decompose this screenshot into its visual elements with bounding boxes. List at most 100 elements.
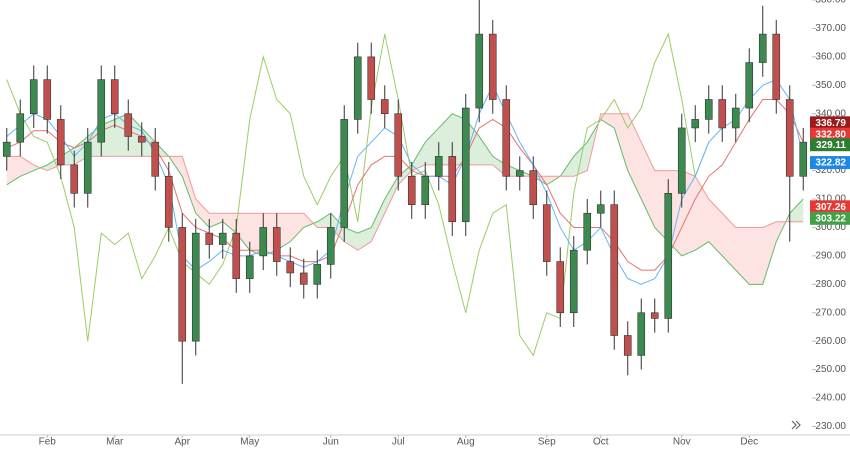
candle-body: [461, 107, 470, 223]
x-tick-label: Apr: [174, 437, 190, 448]
price-label: 307.26: [815, 202, 846, 213]
candle-body: [340, 119, 349, 228]
cloud-fill: [425, 127, 439, 165]
candle-body: [731, 107, 740, 129]
candle-body: [583, 212, 592, 251]
y-tick-label: 360.00: [815, 52, 846, 63]
candle-body: [164, 175, 173, 228]
candle-body: [785, 99, 794, 177]
price-label-box: [810, 138, 850, 152]
price-label-box: [810, 200, 850, 214]
y-tick-label: 270.00: [815, 307, 846, 318]
cloud-fill: [749, 227, 763, 285]
candle-body: [475, 33, 484, 109]
candle-body: [529, 170, 538, 206]
x-tick-label: Feb: [39, 437, 57, 448]
price-label-box: [810, 116, 850, 130]
cloud-fill: [627, 113, 642, 200]
candle-body: [677, 127, 686, 194]
y-tick-label: 340.00: [815, 108, 846, 119]
cloud-fill: [600, 113, 615, 128]
candle-body: [178, 227, 187, 342]
indicator-line: [6, 32, 710, 357]
candle-body: [556, 261, 565, 314]
cloud-fill: [708, 199, 723, 256]
cloud-fill: [479, 136, 493, 165]
candle-body: [259, 227, 268, 257]
candle-body: [286, 261, 295, 274]
candle-body: [232, 232, 241, 279]
cloud-fill: [182, 156, 196, 214]
y-tick-label: 280.00: [815, 279, 846, 290]
cloud-fill: [371, 199, 385, 242]
candle-body: [16, 113, 25, 143]
candle-body: [245, 255, 254, 279]
candle-body: [569, 249, 578, 314]
x-tick-label: Jun: [323, 437, 339, 448]
y-tick-label: 290.00: [815, 251, 846, 262]
candle-body: [691, 119, 700, 129]
cloud-fill: [344, 227, 358, 251]
candle-body: [596, 204, 605, 214]
candle-body: [664, 193, 673, 319]
candle-body: [394, 113, 403, 177]
y-tick-label: 230.00: [815, 421, 846, 432]
price-label: 336.79: [815, 118, 846, 129]
cloud-fill: [222, 213, 237, 234]
candle-body: [421, 175, 430, 206]
cloud-fill: [236, 213, 250, 251]
candle-body: [758, 33, 767, 63]
candle-body: [353, 56, 362, 120]
cloud-fill: [195, 199, 210, 228]
candle-body: [110, 79, 119, 115]
candle-body: [434, 156, 443, 177]
span-b-line: [6, 113, 804, 251]
cloud-fill: [6, 156, 21, 185]
x-tick-label: Oct: [593, 437, 609, 448]
cloud-fill: [762, 221, 777, 285]
candle-body: [124, 113, 133, 137]
cloud-fill: [695, 176, 709, 251]
candle-body: [745, 62, 754, 109]
candle-body: [542, 204, 551, 262]
candle-body: [83, 141, 92, 194]
y-tick-label: 310.00: [815, 194, 846, 205]
y-tick-label: 380.00: [815, 0, 846, 6]
candle-body: [448, 156, 457, 223]
candle-body: [515, 170, 524, 177]
cloud-fill: [641, 142, 655, 228]
cloud-fill: [722, 213, 736, 271]
candle-body: [610, 204, 619, 336]
y-tick-label: 300.00: [815, 222, 846, 233]
candle-body: [56, 119, 65, 166]
candle-body: [191, 232, 200, 342]
x-tick-label: May: [240, 437, 259, 448]
candle-body: [704, 99, 713, 120]
candle-body: [218, 232, 227, 245]
candle-body: [97, 79, 106, 143]
y-tick-label: 260.00: [815, 336, 846, 347]
cloud-fill: [209, 213, 223, 228]
candle-body: [137, 136, 146, 143]
candle-body: [488, 33, 497, 100]
candle-body: [70, 164, 79, 194]
cloud-fill: [438, 113, 453, 165]
candle-body: [367, 56, 376, 100]
candle-body: [2, 141, 11, 157]
cloud-fill: [789, 199, 804, 222]
x-tick-label: Dec: [740, 437, 758, 448]
candle-body: [151, 141, 160, 177]
price-label: 303.22: [815, 213, 846, 224]
cloud-fill: [735, 227, 750, 285]
price-label: 322.82: [815, 158, 846, 169]
cloud-fill: [614, 113, 628, 171]
candle-body: [623, 335, 632, 356]
plot-area: [2, 0, 808, 384]
chevron: [791, 420, 801, 430]
scroll-icon[interactable]: [791, 420, 801, 430]
candle-body: [205, 232, 214, 245]
candle-body: [407, 175, 416, 206]
y-tick-label: 320.00: [815, 165, 846, 176]
cloud-fill: [398, 164, 412, 185]
